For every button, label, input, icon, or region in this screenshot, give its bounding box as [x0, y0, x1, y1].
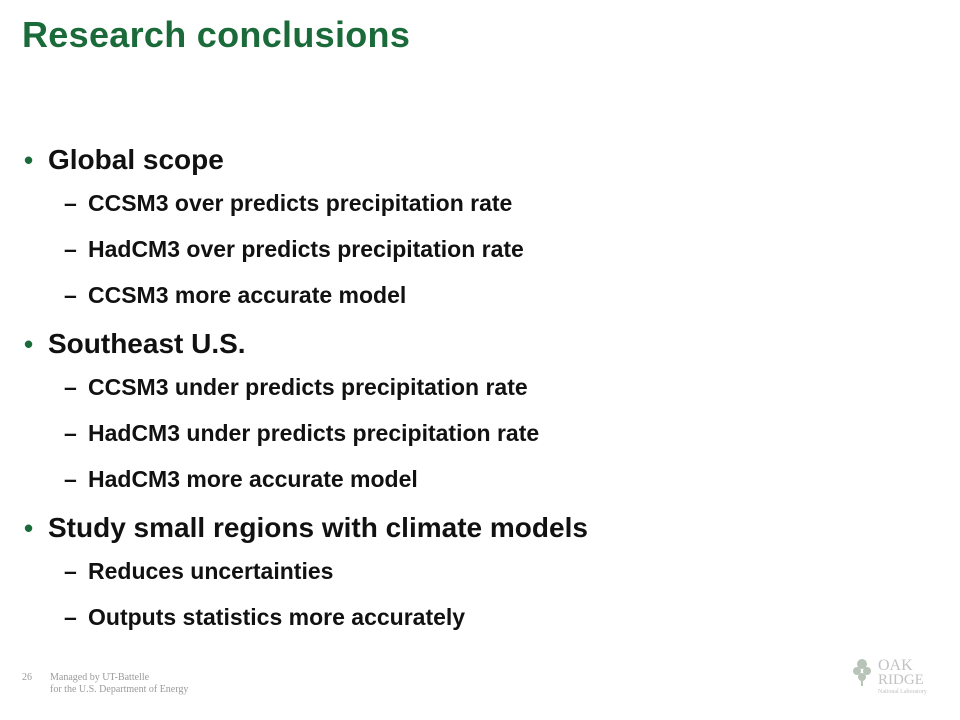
- sub-bullet-text: HadCM3 over predicts precipitation rate: [88, 236, 524, 262]
- sub-bullet-text: HadCM3 more accurate model: [88, 466, 418, 492]
- page-number: 26: [22, 672, 32, 683]
- dash-icon: –: [64, 282, 77, 308]
- logo-tagline: National Laboratory: [878, 689, 927, 695]
- bullet-dot-icon: •: [24, 513, 34, 543]
- sub-bullet-text: CCSM3 under predicts precipitation rate: [88, 374, 528, 400]
- sub-bullet-item: – Outputs statistics more accurately: [64, 594, 924, 640]
- bullet-dot-icon: •: [24, 329, 34, 359]
- sub-bullet-text: CCSM3 over predicts precipitation rate: [88, 190, 513, 216]
- sub-bullet-text: Reduces uncertainties: [88, 558, 334, 584]
- bullet-dot-icon: •: [24, 145, 34, 175]
- bullet-group-southeast-us: • Southeast U.S. – CCSM3 under predicts …: [24, 324, 924, 502]
- bullet-list: • Global scope – CCSM3 over predicts pre…: [24, 140, 924, 646]
- footer-line-2: for the U.S. Department of Energy: [50, 684, 189, 695]
- logo-word-oak: OAK: [878, 657, 913, 674]
- slide-title: Research conclusions: [22, 14, 411, 55]
- bullet-text: Global scope: [48, 144, 224, 175]
- footer-line-1: Managed by UT-Battelle: [50, 672, 150, 683]
- sub-bullet-text: HadCM3 under predicts precipitation rate: [88, 420, 540, 446]
- bullet-group-global-scope: • Global scope – CCSM3 over predicts pre…: [24, 140, 924, 318]
- dash-icon: –: [64, 236, 77, 262]
- oak-ridge-logo: OAK RIDGE National Laboratory: [853, 657, 927, 695]
- dash-icon: –: [64, 374, 77, 400]
- logo-word-ridge: RIDGE: [878, 672, 924, 688]
- sub-bullet-item: – CCSM3 over predicts precipitation rate: [64, 180, 924, 226]
- bullet-text: Southeast U.S.: [48, 328, 246, 359]
- bullet-item: • Southeast U.S.: [24, 324, 924, 364]
- sub-bullet-item: – HadCM3 over predicts precipitation rat…: [64, 226, 924, 272]
- bullet-item: • Study small regions with climate model…: [24, 508, 924, 548]
- dash-icon: –: [64, 466, 77, 492]
- bullet-item: • Global scope: [24, 140, 924, 180]
- sub-bullet-item: – HadCM3 under predicts precipitation ra…: [64, 410, 924, 456]
- bullet-text: Study small regions with climate models: [48, 512, 588, 543]
- dash-icon: –: [64, 190, 77, 216]
- footer-credit: Managed by UT-Battelle for the U.S. Depa…: [50, 672, 188, 696]
- sub-bullet-item: – CCSM3 more accurate model: [64, 272, 924, 318]
- sub-bullet-text: CCSM3 more accurate model: [88, 282, 407, 308]
- sub-bullet-text: Outputs statistics more accurately: [88, 604, 466, 630]
- bullet-group-small-regions: • Study small regions with climate model…: [24, 508, 924, 640]
- dash-icon: –: [64, 558, 77, 584]
- oak-leaf-icon: [853, 659, 871, 686]
- dash-icon: –: [64, 420, 77, 446]
- sub-bullet-item: – CCSM3 under predicts precipitation rat…: [64, 364, 924, 410]
- sub-bullet-item: – HadCM3 more accurate model: [64, 456, 924, 502]
- sub-bullet-item: – Reduces uncertainties: [64, 548, 924, 594]
- dash-icon: –: [64, 604, 77, 630]
